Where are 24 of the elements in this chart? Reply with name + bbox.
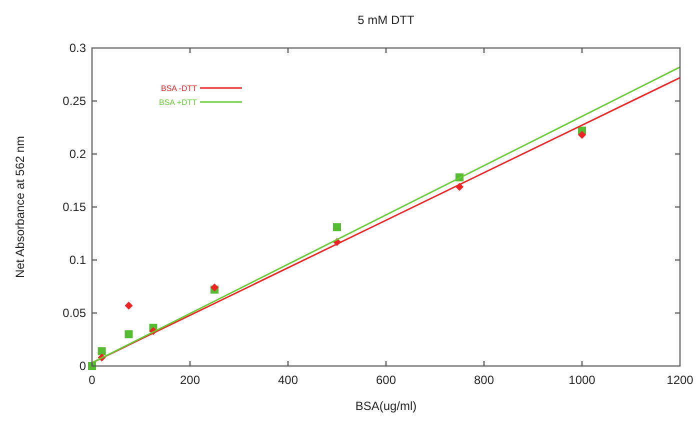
x-tick-label: 0 [88, 373, 96, 387]
point [333, 223, 341, 232]
y-tick-label: 0.1 [69, 253, 86, 267]
y-tick-label: 0 [79, 359, 86, 373]
x-tick-label: 800 [474, 373, 494, 387]
point [98, 347, 106, 356]
text: BSA -DTT [160, 84, 198, 93]
point [124, 302, 133, 310]
y-tick-label: 0.2 [69, 147, 86, 161]
x-tick-label: 1200 [666, 373, 694, 387]
x-tick-label: 200 [180, 373, 200, 387]
chart-title: 5 mM DTT [358, 13, 415, 27]
x-tick-label: 600 [376, 373, 396, 387]
x-tick-label: 400 [278, 373, 298, 387]
y-tick-label: 0.15 [62, 200, 86, 214]
y-tick-label: 0.05 [62, 306, 86, 320]
point [124, 330, 133, 338]
y-tick-label: 0.25 [62, 94, 86, 108]
x-tick-label: 1000 [568, 373, 596, 387]
y-tick-label: 0.3 [69, 41, 86, 55]
point [578, 130, 586, 139]
text: BSA +DTT [158, 98, 198, 107]
x-axis-title: BSA(ug/ml) [355, 399, 417, 413]
y-axis-title: Net Absorbance at 562 nm [13, 136, 27, 278]
